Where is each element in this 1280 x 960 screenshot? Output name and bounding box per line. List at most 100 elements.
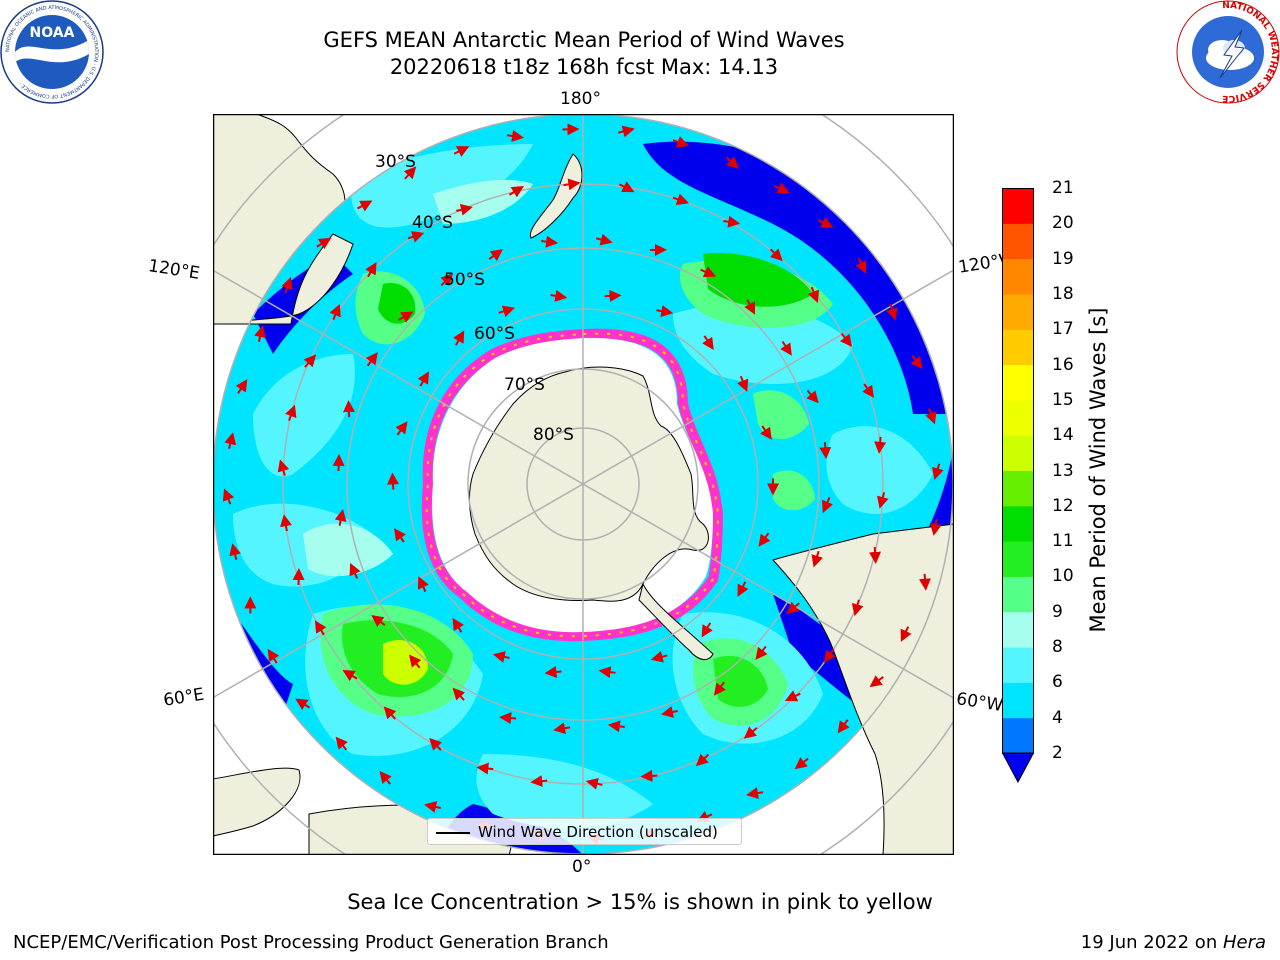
wind-wave-arrow bbox=[314, 620, 327, 636]
colorbar-tick-label: 20 bbox=[1052, 213, 1074, 234]
sea-ice-caption: Sea Ice Concentration > 15% is shown in … bbox=[347, 890, 933, 914]
wind-wave-arrow bbox=[452, 687, 466, 701]
latitude-label-40s: 40°S bbox=[412, 213, 453, 233]
wind-wave-arrow bbox=[886, 303, 898, 321]
wind-wave-arrow bbox=[737, 375, 749, 392]
wind-wave-arrow bbox=[702, 335, 714, 350]
wind-wave-arrow bbox=[440, 273, 454, 287]
wind-wave-arrow bbox=[393, 528, 406, 543]
wind-wave-arrow bbox=[387, 472, 400, 490]
wind-wave-arrow bbox=[229, 543, 241, 560]
wind-wave-arrow bbox=[607, 720, 625, 733]
wind-wave-arrow bbox=[837, 719, 850, 734]
wind-wave-arrow bbox=[700, 266, 717, 278]
wind-wave-arrow bbox=[508, 185, 524, 198]
colorbar-band bbox=[1002, 188, 1034, 224]
wind-wave-arrow bbox=[851, 599, 864, 617]
wind-wave-arrow bbox=[672, 136, 690, 148]
colorbar-under-triangle bbox=[1002, 752, 1034, 783]
wind-wave-arrow bbox=[334, 509, 347, 526]
wind-wave-arrow bbox=[769, 248, 783, 262]
wind-wave-arrow bbox=[235, 379, 248, 394]
longitude-label-60e: 60°E bbox=[162, 684, 206, 711]
wind-wave-arrow bbox=[755, 645, 768, 660]
wind-wave-arrow bbox=[417, 576, 429, 593]
wind-wave-arrow bbox=[342, 669, 358, 682]
wind-wave-arrow bbox=[824, 648, 836, 663]
wind-wave-arrow bbox=[499, 712, 517, 725]
colorbar-tick-label: 19 bbox=[1052, 248, 1074, 269]
footer-credit: NCEP/EMC/Verification Post Processing Pr… bbox=[13, 932, 609, 953]
colorbar-band bbox=[1002, 329, 1034, 366]
chart-title: GEFS MEAN Antarctic Mean Period of Wind … bbox=[323, 28, 845, 52]
wind-wave-arrow bbox=[224, 432, 237, 449]
wind-wave-arrow bbox=[398, 311, 414, 323]
latitude-label-50s: 50°S bbox=[444, 270, 485, 290]
colorbar-tick-label: 10 bbox=[1052, 566, 1074, 587]
wind-wave-arrow bbox=[488, 249, 503, 262]
wind-wave-arrow bbox=[794, 757, 809, 770]
wind-wave-arrow bbox=[725, 156, 739, 170]
colorbar-band bbox=[1002, 293, 1034, 330]
wind-wave-arrow bbox=[383, 706, 397, 720]
colorbar-band bbox=[1002, 717, 1034, 754]
wind-wave-arrow bbox=[395, 421, 408, 436]
polar-map bbox=[213, 114, 954, 855]
colorbar-tick-label: 9 bbox=[1052, 601, 1063, 622]
wind-wave-arrow bbox=[429, 737, 442, 751]
colorbar-tick-label: 8 bbox=[1052, 637, 1063, 658]
wind-wave-arrow bbox=[530, 775, 548, 788]
colorbar-band bbox=[1002, 682, 1034, 719]
colorbar-band bbox=[1002, 435, 1034, 471]
noaa-logo: NOAA NATIONAL OCEANIC AND ATMOSPHERIC AD… bbox=[0, 0, 104, 104]
wind-wave-arrow bbox=[869, 546, 882, 564]
wind-wave-arrow bbox=[650, 650, 668, 663]
wind-wave-arrow bbox=[874, 436, 887, 454]
wind-wave-arrow bbox=[371, 615, 386, 627]
latitude-label-60s: 60°S bbox=[474, 324, 515, 344]
colorbar-tick-label: 12 bbox=[1052, 495, 1074, 516]
colorbar-tick-label: 4 bbox=[1052, 707, 1063, 728]
latitude-label-80s: 80°S bbox=[533, 425, 574, 445]
colorbar-tick-label: 13 bbox=[1052, 460, 1074, 481]
wind-wave-arrow bbox=[553, 722, 571, 735]
chart-subtitle: 20220618 t18z 168h fcst Max: 14.13 bbox=[389, 55, 779, 79]
wind-wave-arrow bbox=[417, 371, 430, 387]
wind-wave-arrow bbox=[365, 262, 377, 278]
wind-wave-arrow bbox=[329, 303, 341, 321]
colorbar-band bbox=[1002, 258, 1034, 295]
footer-date-text: 19 Jun 2022 on bbox=[1080, 932, 1223, 953]
meridian-120 bbox=[213, 268, 954, 699]
wind-wave-arrow bbox=[281, 276, 293, 294]
colorbar-band bbox=[1002, 576, 1034, 613]
wind-wave-arrow bbox=[855, 257, 867, 274]
wind-wave-arrow bbox=[672, 193, 690, 205]
colorbar-band bbox=[1002, 399, 1034, 436]
wind-wave-arrow bbox=[640, 769, 658, 782]
colorbar-levels bbox=[1002, 188, 1034, 754]
map-content bbox=[213, 114, 954, 855]
wind-wave-arrow bbox=[254, 325, 266, 342]
wind-wave-arrow bbox=[900, 626, 912, 642]
footer-host: Hera bbox=[1222, 932, 1266, 953]
wind-wave-arrow bbox=[932, 463, 944, 480]
wind-wave-arrow bbox=[786, 601, 800, 615]
wind-wave-arrow bbox=[817, 216, 834, 228]
wind-wave-arrow bbox=[222, 488, 235, 505]
wind-wave-arrow bbox=[295, 698, 311, 711]
wind-wave-arrow bbox=[541, 235, 559, 248]
wind-wave-arrow bbox=[407, 231, 425, 243]
wind-wave-arrow bbox=[819, 442, 832, 460]
wind-wave-arrow bbox=[563, 178, 581, 191]
map-border bbox=[213, 114, 954, 855]
wind-wave-arrow bbox=[453, 146, 470, 157]
wind-wave-arrow bbox=[604, 289, 622, 302]
wind-wave-arrow bbox=[877, 492, 889, 509]
wind-wave-arrow bbox=[744, 299, 756, 315]
colorbar-band bbox=[1002, 505, 1034, 542]
wind-wave-arrows bbox=[222, 123, 944, 845]
wind-wave-arrow bbox=[476, 762, 494, 775]
wind-wave-arrow bbox=[408, 654, 422, 669]
wind-wave-arrow bbox=[544, 666, 562, 678]
wind-wave-arrow bbox=[869, 675, 884, 688]
